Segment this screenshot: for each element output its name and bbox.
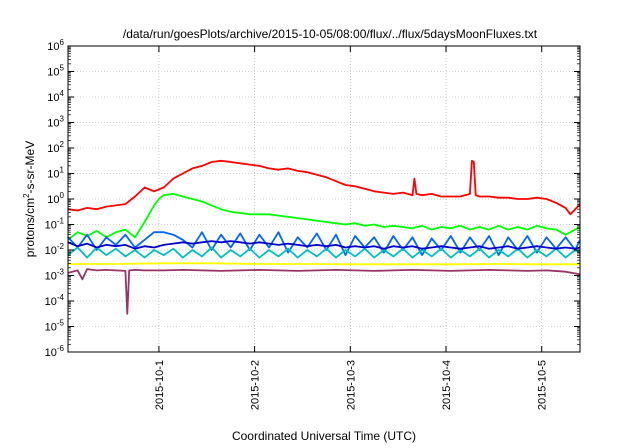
- y-tick-label-base: 10: [47, 169, 59, 181]
- y-tick-label: 101: [47, 166, 64, 181]
- y-tick-label-exp: 3: [60, 115, 65, 124]
- y-tick-label-exp: -2: [57, 242, 65, 251]
- x-tick-label: 2015-10-5: [537, 360, 549, 410]
- y-tick-label-exp: 4: [60, 89, 65, 98]
- y-tick-label-base: 10: [45, 220, 57, 232]
- y-tick-label-base: 10: [45, 322, 57, 334]
- y-tick-label-exp: -5: [57, 319, 65, 328]
- y-axis-label-sup: 2: [22, 193, 31, 198]
- y-tick-label-exp: -6: [57, 344, 65, 353]
- y-tick-label: 10-1: [45, 217, 65, 232]
- series-line-6: [68, 262, 580, 266]
- x-tick-label: 2015-10-2: [250, 360, 262, 410]
- y-tick-label-base: 10: [45, 347, 57, 359]
- y-tick-label-base: 10: [45, 245, 57, 257]
- y-tick-label: 10-5: [45, 319, 65, 334]
- series-line-7: [67, 268, 581, 315]
- y-axis-label: protons/cm2-s-sr-MeV: [22, 141, 37, 257]
- y-tick-label-exp: 1: [60, 166, 65, 175]
- y-axis-ticks: 10-610-510-410-310-210-11001011021031041…: [45, 38, 580, 359]
- y-tick-label-exp: -1: [57, 217, 65, 226]
- series-layer: [67, 159, 581, 315]
- y-tick-label-base: 10: [45, 296, 57, 308]
- y-tick-label: 10-2: [45, 242, 65, 257]
- x-tick-label: 2015-10-3: [345, 360, 357, 410]
- series-line-1: [67, 159, 581, 216]
- y-tick-label-base: 10: [47, 118, 59, 130]
- grid: [68, 46, 580, 352]
- x-tick-label: 2015-10-4: [441, 360, 453, 410]
- y-tick-label-base: 10: [47, 143, 59, 155]
- series-line-4: [67, 246, 581, 259]
- y-tick-label: 104: [47, 89, 64, 104]
- x-axis-label: Coordinated Universal Time (UTC): [232, 429, 416, 443]
- y-tick-label-base: 10: [47, 92, 59, 104]
- y-tick-label-exp: 6: [60, 38, 65, 47]
- series-line-5: [67, 240, 581, 250]
- y-tick-label-exp: -3: [57, 268, 65, 277]
- y-tick-label: 105: [47, 64, 64, 79]
- y-tick-label-base: 10: [47, 41, 59, 53]
- y-tick-label-exp: 5: [60, 64, 65, 73]
- y-tick-label: 10-6: [45, 344, 65, 359]
- y-tick-label: 102: [47, 140, 64, 155]
- y-axis-label-pre: protons/cm: [23, 198, 37, 257]
- y-tick-label-exp: -4: [57, 293, 65, 302]
- y-tick-label-exp: 2: [60, 140, 65, 149]
- y-tick-label: 10-4: [45, 293, 65, 308]
- y-tick-label-base: 10: [47, 67, 59, 79]
- y-tick-label-base: 10: [45, 271, 57, 283]
- y-axis-label-post: -s-sr-MeV: [23, 141, 37, 194]
- y-tick-label: 106: [47, 38, 64, 53]
- x-axis-ticks: 2015-10-1 2015-10-2 2015-10-3 2015-10-4 2015…: [154, 46, 549, 410]
- series-line-3: [67, 231, 581, 257]
- y-tick-label: 10-3: [45, 268, 65, 283]
- series-line-2: [67, 192, 581, 241]
- chart-title: /data/run/goesPlots/archive/2015-10-05/0…: [123, 27, 538, 41]
- y-tick-label-base: 10: [47, 194, 59, 206]
- y-tick-label: 100: [47, 191, 64, 206]
- y-tick-label-exp: 0: [60, 191, 65, 200]
- x-tick-label: 2015-10-1: [154, 360, 166, 410]
- y-tick-label: 103: [47, 115, 64, 130]
